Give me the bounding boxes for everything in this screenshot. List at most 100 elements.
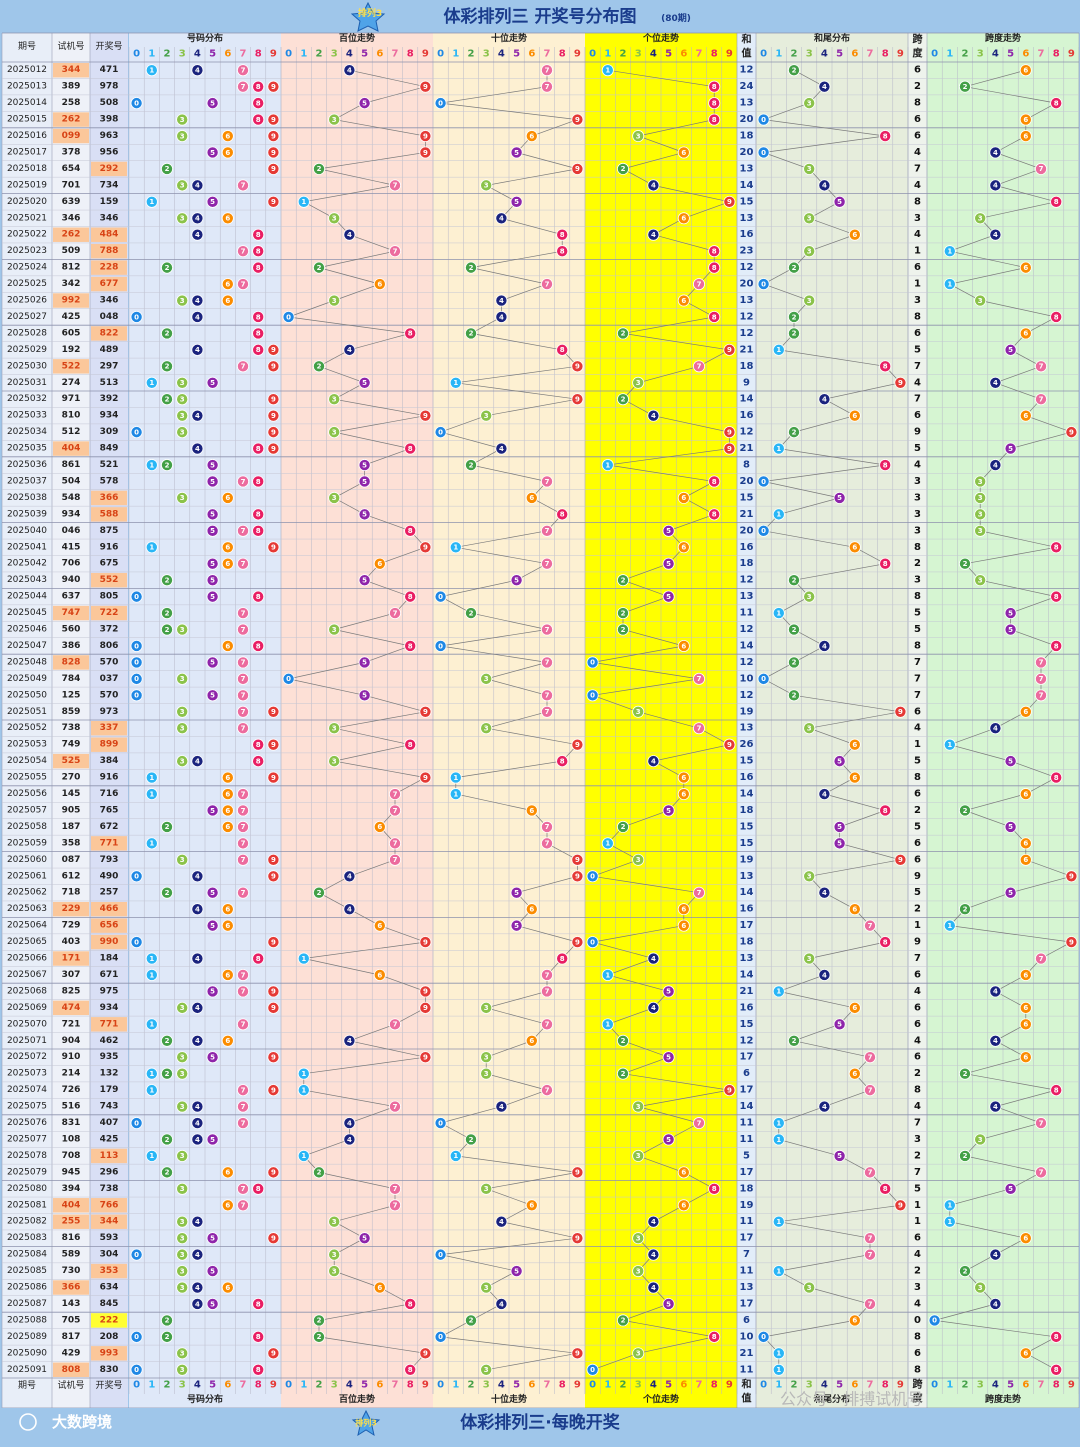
span-cell: 2 — [914, 1150, 921, 1161]
span-cell: 3 — [914, 1134, 921, 1145]
dist-ball — [130, 426, 143, 439]
digit-label: 1 — [775, 49, 782, 60]
sum-cell: 18 — [740, 131, 754, 142]
dist-ball — [267, 541, 280, 554]
sum-cell: 6 — [743, 1068, 750, 1079]
dist-ball-digit: 1 — [149, 790, 154, 798]
dist-ball — [236, 245, 249, 258]
dist-ball — [236, 968, 249, 981]
ones-ball-digit: 0 — [590, 1366, 595, 1374]
dist-ball — [145, 952, 158, 965]
sum-cell: 12 — [740, 690, 754, 701]
ones-ball — [708, 245, 721, 258]
dist-ball-digit: 3 — [180, 708, 185, 716]
draw-cell: 793 — [100, 855, 119, 865]
draw-cell: 425 — [100, 1134, 119, 1144]
draw-highlight — [91, 161, 127, 177]
dist-ball — [221, 903, 234, 916]
dist-ball — [145, 1067, 158, 1080]
tens-ball — [541, 623, 554, 636]
draw-highlight — [91, 836, 127, 851]
spanwalk-ball-digit: 7 — [1039, 692, 1044, 700]
digit-label: 1 — [300, 1380, 307, 1391]
dist-ball-digit: 5 — [210, 149, 215, 157]
tens-ball-digit: 2 — [469, 1317, 474, 1325]
issue-cell: 2025038 — [7, 493, 47, 503]
hundreds-ball-digit: 6 — [377, 823, 382, 831]
draw-cell: 849 — [100, 444, 119, 454]
section-title-tens: 十位走势 — [491, 32, 527, 44]
footer-logo-text: 排列3 — [355, 1418, 377, 1428]
dist-ball-digit: 7 — [241, 1119, 246, 1127]
issue-cell: 2025069 — [7, 1003, 47, 1013]
ones-ball — [617, 820, 630, 833]
issue-cell: 2025077 — [7, 1134, 47, 1144]
digit-label: 0 — [437, 1380, 444, 1391]
trial-cell: 654 — [62, 164, 81, 174]
hundreds-ball — [297, 195, 310, 208]
ones-ball-digit: 5 — [666, 1300, 671, 1308]
tens-ball — [556, 952, 569, 965]
spanwalk-ball — [1019, 409, 1032, 422]
tail-ball-digit: 8 — [883, 560, 888, 568]
tail-ball-digit: 2 — [792, 659, 797, 667]
dist-ball-digit: 7 — [241, 247, 246, 255]
ones-ball — [693, 1117, 706, 1130]
dist-ball-digit: 7 — [241, 182, 246, 190]
digit-label: 3 — [179, 1380, 186, 1391]
section-title-dist: 号码分布 — [187, 1393, 223, 1405]
hundreds-ball — [312, 1314, 325, 1327]
issue-cell: 2025056 — [7, 789, 47, 799]
ones-ball-digit: 8 — [712, 83, 717, 91]
issue-cell: 2025072 — [7, 1052, 47, 1062]
tens-ball-digit: 5 — [514, 576, 519, 584]
ones-ball-digit: 2 — [621, 1317, 626, 1325]
hundreds-ball — [388, 179, 401, 192]
tens-ball-digit: 6 — [529, 494, 534, 502]
dist-ball-digit: 8 — [256, 511, 261, 519]
digit-label: 1 — [452, 49, 459, 60]
hundreds-ball — [343, 343, 356, 356]
tens-ball — [541, 80, 554, 93]
dist-ball — [176, 1067, 189, 1080]
dist-ball — [145, 541, 158, 554]
spanwalk-ball — [943, 919, 956, 932]
tens-ball — [556, 508, 569, 521]
digit-label: 8 — [882, 1380, 889, 1391]
spanwalk-ball-digit: 3 — [978, 297, 983, 305]
dist-ball-digit: 2 — [165, 461, 170, 469]
dist-ball-digit: 5 — [210, 198, 215, 206]
tens-ball — [464, 459, 477, 472]
sum-cell: 13 — [740, 1282, 754, 1293]
tail-ball — [879, 459, 892, 472]
dist-ball — [221, 557, 234, 570]
tens-ball-digit: 4 — [499, 1300, 504, 1308]
tens-ball — [495, 1297, 508, 1310]
issue-cell: 2025046 — [7, 625, 47, 635]
hundreds-ball — [419, 985, 432, 998]
hundreds-ball — [419, 409, 432, 422]
digit-label: 0 — [760, 49, 767, 60]
sum-cell: 21 — [740, 443, 754, 454]
sum-cell: 18 — [740, 937, 754, 948]
tens-ball — [541, 968, 554, 981]
spanwalk-ball — [1035, 393, 1048, 406]
span-header: 度 — [913, 1392, 924, 1405]
dist-ball — [176, 853, 189, 866]
spanwalk-ball — [1019, 705, 1032, 718]
dist-ball — [236, 80, 249, 93]
tail-ball — [803, 590, 816, 603]
hundreds-ball-digit: 4 — [347, 1136, 352, 1144]
ones-ball-digit: 4 — [651, 1218, 656, 1226]
tens-ball-digit: 1 — [453, 774, 458, 782]
dist-ball — [236, 837, 249, 850]
sum-cell: 20 — [740, 147, 754, 158]
digit-label: 3 — [483, 1380, 490, 1391]
section-bg — [2, 33, 52, 1408]
spanwalk-ball-digit: 3 — [978, 1284, 983, 1292]
ones-ball-digit: 0 — [590, 659, 595, 667]
hundreds-ball — [419, 541, 432, 554]
draw-cell: 672 — [100, 822, 119, 832]
sum-cell: 16 — [740, 1002, 754, 1013]
dist-ball-digit: 4 — [195, 1284, 200, 1292]
